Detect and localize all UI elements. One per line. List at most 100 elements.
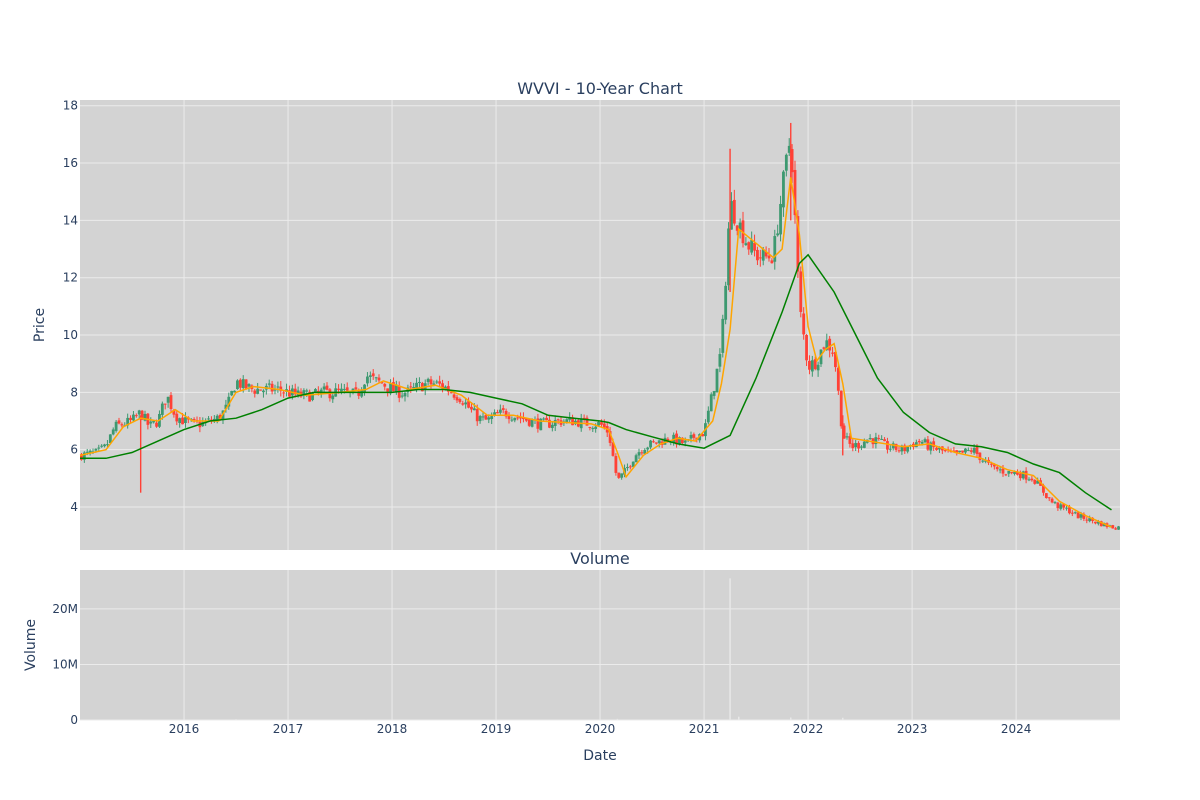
price-moving-averages (79, 177, 1112, 528)
candle-body (192, 418, 196, 420)
candle-body (103, 444, 106, 447)
candle-body (1033, 479, 1037, 484)
candle-body (594, 426, 598, 429)
candle-body (943, 450, 947, 452)
candle-body (802, 313, 806, 335)
candle-body (805, 335, 808, 361)
candle-body (1082, 513, 1086, 519)
candle-body (106, 444, 109, 446)
candle-body (1016, 471, 1019, 475)
candle-body (776, 233, 780, 236)
candle-body (1059, 504, 1063, 509)
candle-body (224, 404, 228, 410)
candle-body (845, 436, 849, 438)
candle-body (712, 391, 716, 396)
candle-body (519, 417, 522, 419)
candle-body (784, 154, 788, 171)
candle-body (680, 437, 684, 444)
candle-body (100, 445, 104, 447)
volume-bar (729, 578, 731, 720)
candle-body (409, 386, 413, 388)
candle-body (854, 443, 858, 448)
candle-body (152, 420, 156, 423)
candle-body (181, 417, 184, 425)
candle-body (282, 392, 286, 394)
price-y-tick-label: 6 (70, 443, 78, 457)
candle-body (507, 416, 511, 420)
candle-body (877, 438, 881, 440)
candle-body (331, 395, 335, 400)
candle-body (1117, 526, 1120, 530)
candle-body (418, 381, 421, 383)
candle-body (403, 392, 407, 397)
candle-body (683, 440, 687, 443)
candle-body (241, 379, 245, 389)
candle-body (591, 428, 595, 430)
candle-body (368, 375, 372, 377)
candle-body (657, 440, 661, 444)
candle-body (233, 390, 236, 393)
candle-body (85, 451, 89, 453)
candle-body (767, 255, 771, 259)
candle-body (377, 377, 381, 381)
candle-body (178, 418, 182, 423)
candle-body (545, 417, 548, 421)
candle-body (917, 440, 921, 443)
candle-body (920, 441, 924, 444)
candle-body (744, 243, 748, 246)
candle-body (354, 387, 358, 390)
candle-body (244, 379, 248, 389)
candle-body (493, 412, 496, 416)
candle-body (527, 419, 531, 426)
volume-bars (139, 578, 844, 720)
candle-body (724, 285, 728, 320)
candle-body (311, 392, 314, 401)
volume-bar (842, 717, 844, 720)
candle-body (325, 385, 329, 390)
candle-body (718, 354, 722, 367)
candle-body (111, 429, 115, 435)
x-tick-label: 2024 (1001, 722, 1032, 736)
candle-body (374, 377, 378, 379)
candle-body (276, 386, 280, 388)
candle-body (88, 450, 92, 453)
candle-body (484, 414, 488, 420)
candle-body (608, 431, 612, 443)
candle-body (860, 446, 863, 448)
candle-body (721, 318, 725, 353)
x-axis-title: Date (583, 748, 616, 764)
candle-body (114, 421, 118, 431)
candle-body (602, 423, 606, 428)
price-y-tick-label: 10 (63, 328, 78, 342)
price-y-tick-label: 4 (70, 500, 78, 514)
candle-body (652, 441, 655, 443)
candle-body (969, 450, 973, 452)
candle-body (779, 203, 782, 235)
candle-body (530, 419, 534, 427)
candle-body (238, 379, 242, 388)
candle-body (842, 425, 846, 439)
candle-body (782, 171, 785, 208)
candle-body (626, 467, 629, 469)
candle-body (458, 399, 462, 403)
candle-body (836, 367, 840, 391)
candle-body (585, 417, 589, 426)
candle-body (524, 418, 528, 421)
candle-body (793, 169, 797, 216)
candle-body (163, 403, 167, 405)
candle-body (831, 352, 834, 354)
candle-body (620, 473, 624, 478)
candle-body (1001, 468, 1005, 474)
candle-body (897, 450, 901, 452)
candle-body (412, 387, 416, 389)
candle-body (1065, 507, 1068, 509)
candle-body (834, 351, 837, 368)
candle-body (857, 442, 860, 449)
candle-body (464, 402, 468, 405)
volume-bar (737, 716, 740, 720)
volume-y-tick-label: 20M (52, 602, 78, 616)
price-y-tick-label: 18 (63, 99, 78, 113)
price-y-tick-label: 16 (63, 156, 78, 170)
candle-body (475, 409, 479, 422)
